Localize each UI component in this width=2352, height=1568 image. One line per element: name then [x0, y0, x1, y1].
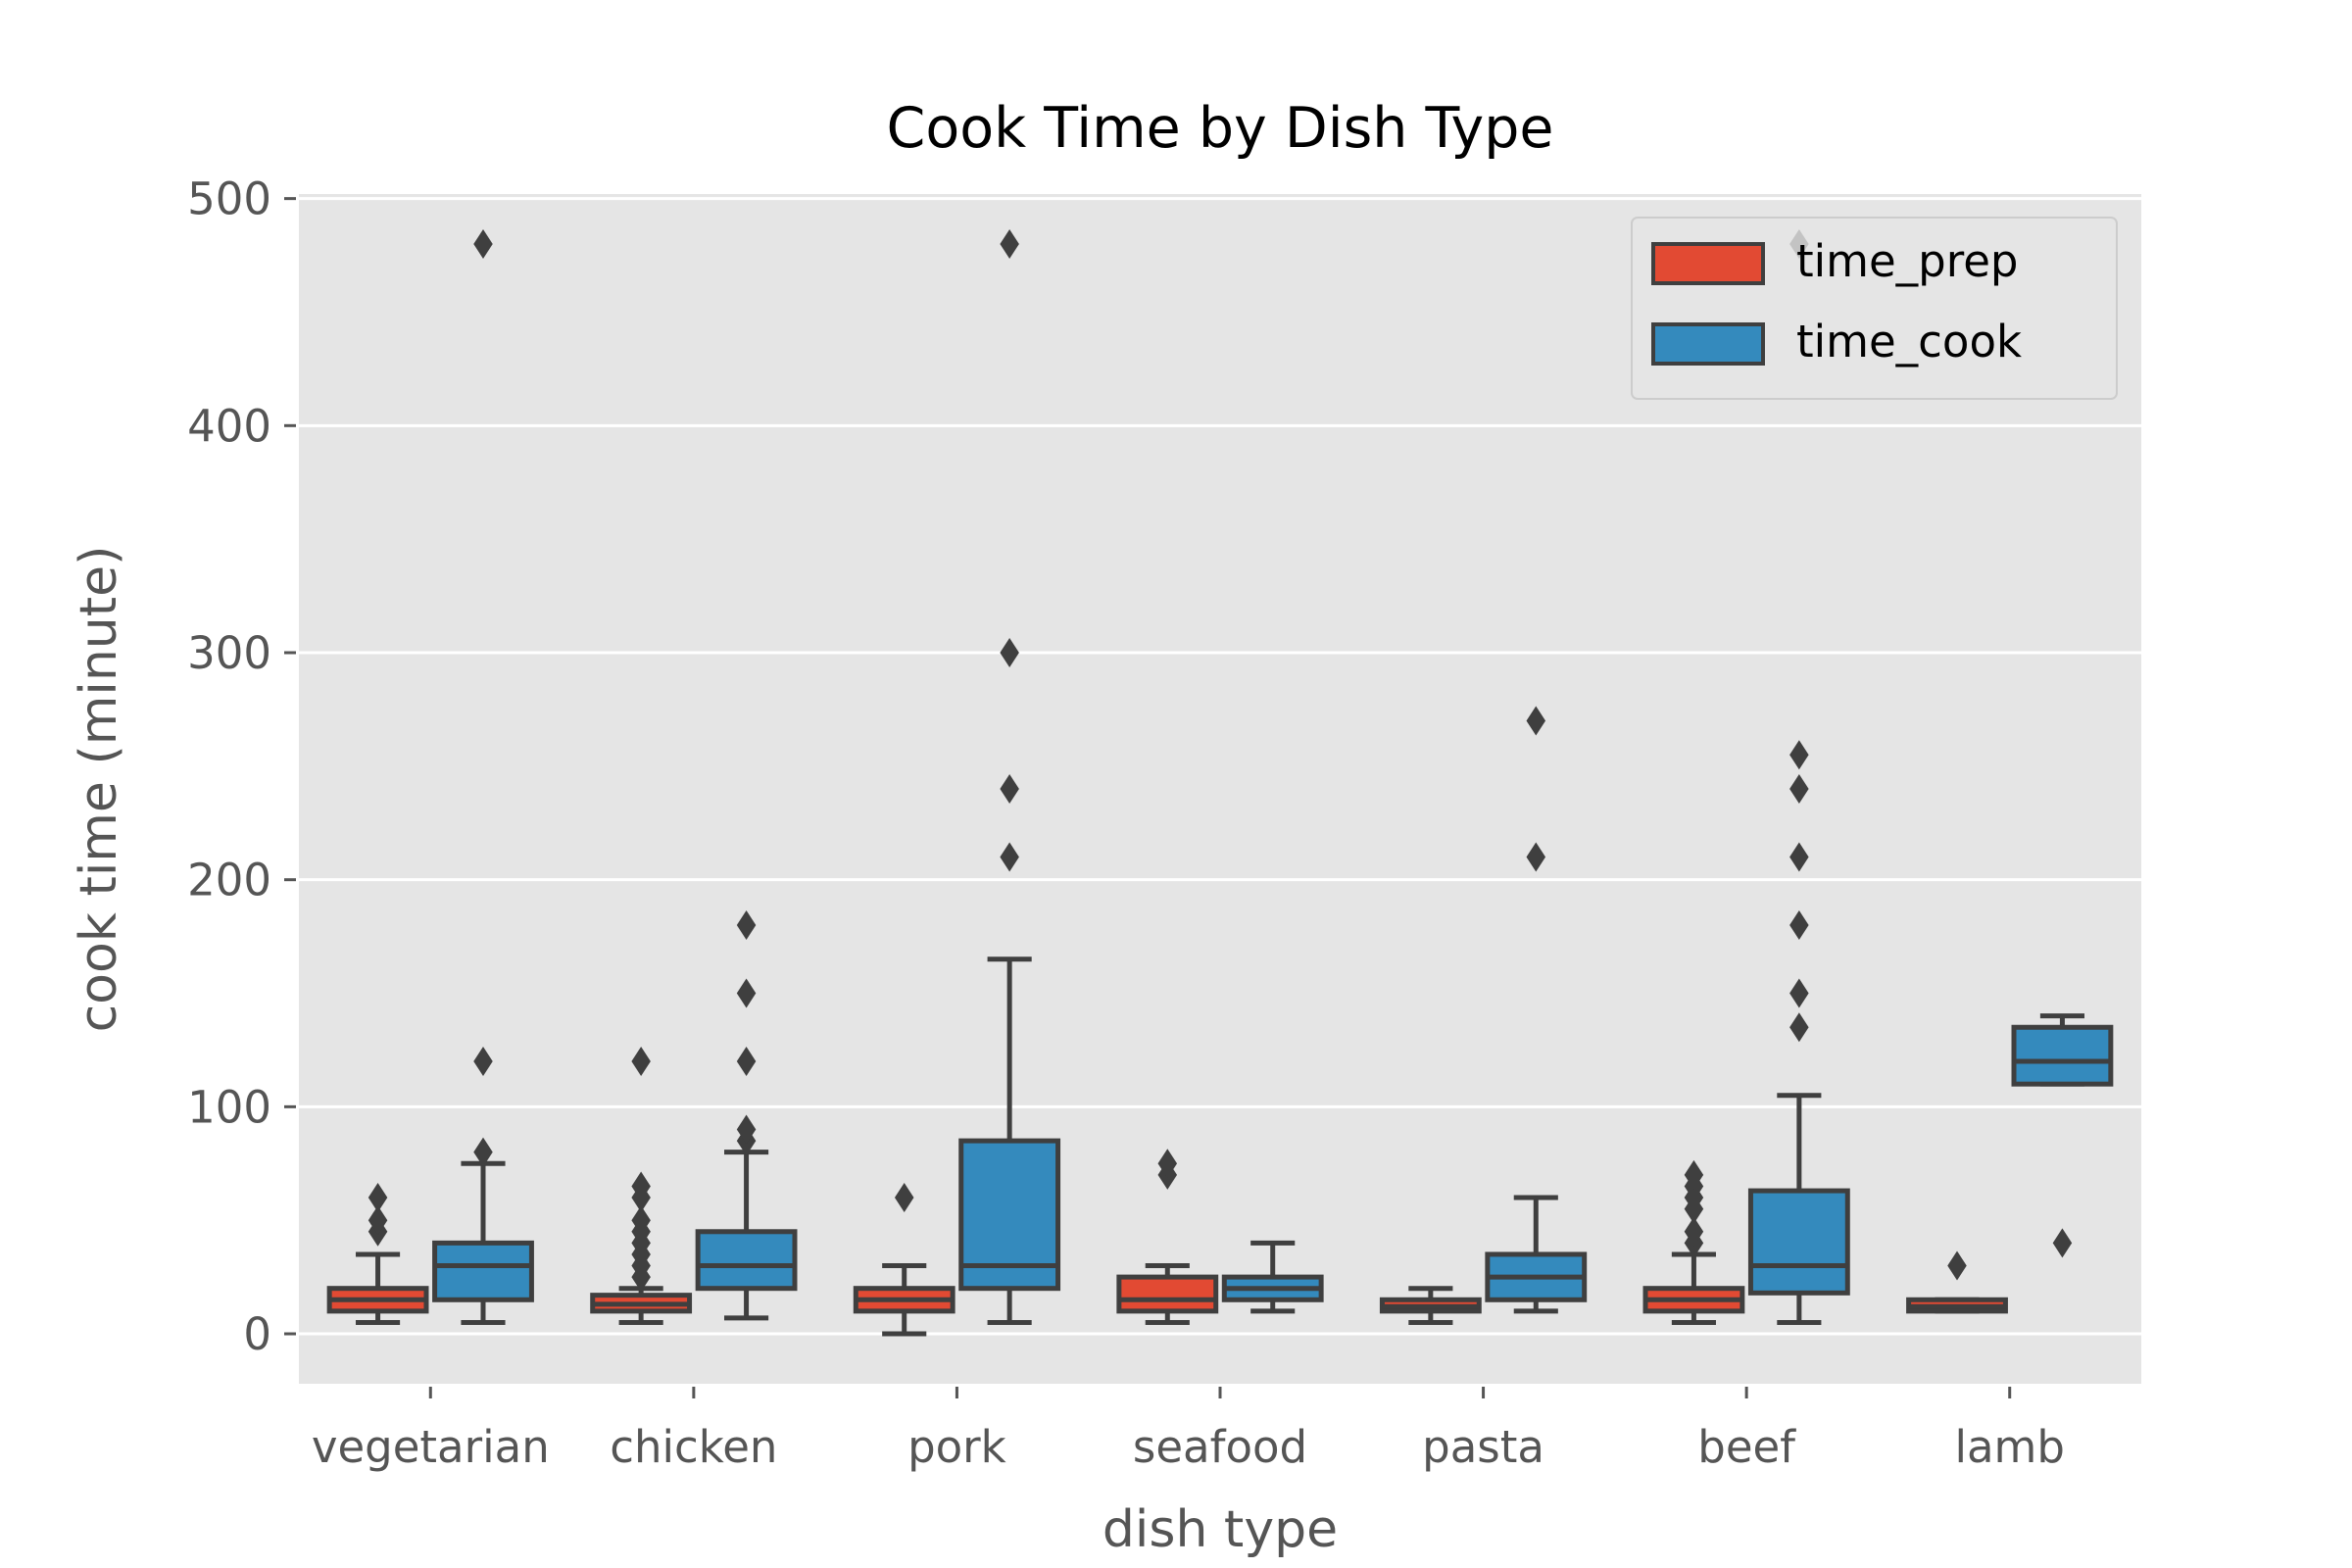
legend-label-time_cook: time_cook [1796, 316, 2022, 368]
y-tick-label: 100 [187, 1081, 271, 1133]
outlier-point [473, 1047, 493, 1077]
box-time_prep-pasta [1379, 1286, 1482, 1325]
box-time_prep-beef [1642, 1159, 1745, 1325]
y-tick-label: 500 [187, 173, 271, 225]
x-tick-label: pasta [1422, 1421, 1544, 1473]
x-tick-label: beef [1697, 1421, 1796, 1473]
outlier-point [1789, 978, 1809, 1008]
y-axis-ticks: 0 100 200 300 400 500 [187, 173, 296, 1360]
chart-title: Cook Time by Dish Type [887, 96, 1554, 161]
box-time_prep-vegetarian [326, 1183, 429, 1325]
legend-label-time_prep: time_prep [1796, 235, 2019, 287]
legend-swatch-time_cook [1651, 322, 1765, 366]
outlier-point [736, 910, 757, 941]
x-axis-label: dish type [1102, 1500, 1338, 1559]
outlier-point [1000, 228, 1019, 259]
y-tick-label: 200 [187, 855, 271, 906]
outlier-point [1000, 637, 1019, 667]
grid-lines [299, 197, 2141, 1336]
box-time_prep-pork [853, 1183, 956, 1337]
outlier-point [1789, 910, 1809, 941]
x-tick-label: vegetarian [312, 1421, 550, 1473]
box-time_cook-beef [1747, 228, 1850, 1325]
outlier-point [1947, 1250, 1967, 1281]
box-time_prep-lamb [1906, 1250, 2008, 1314]
x-tick-label: seafood [1133, 1421, 1307, 1473]
outlier-point [1526, 842, 1546, 872]
box-time_cook-seafood [1221, 1240, 1324, 1314]
outlier-point [1526, 706, 1546, 736]
outlier-point [368, 1183, 388, 1213]
x-tick-label: lamb [1954, 1421, 2064, 1473]
outlier-point [1684, 1216, 1704, 1247]
y-axis-label: cook time (minute) [70, 546, 128, 1033]
outlier-point [736, 1114, 757, 1145]
outlier-point [736, 978, 757, 1008]
outlier-point [1789, 1012, 1809, 1043]
box-time_cook-pork [958, 228, 1061, 1325]
outlier-point [473, 1137, 493, 1167]
outlier-point [368, 1205, 388, 1236]
outlier-point [1000, 774, 1019, 804]
outlier-point [631, 1171, 651, 1201]
outlier-point [1789, 842, 1809, 872]
outlier-point [473, 228, 493, 259]
outlier-point [736, 1047, 757, 1077]
box-iqr [2011, 1024, 2114, 1087]
x-axis-ticks: vegetarian chicken pork seafood pasta beef lam… [312, 1387, 2065, 1473]
box-series [326, 228, 2114, 1337]
x-tick-label: chicken [610, 1421, 777, 1473]
outlier-point [1789, 740, 1809, 770]
outlier-point [1789, 774, 1809, 804]
x-tick-label: pork [907, 1421, 1006, 1473]
y-tick-label: 300 [187, 627, 271, 679]
box-time_cook-chicken [695, 910, 798, 1321]
outlier-point [894, 1183, 914, 1213]
legend-swatch-time_prep [1651, 242, 1765, 285]
box-time_prep-seafood [1116, 1149, 1219, 1325]
outlier-point [2052, 1228, 2073, 1258]
y-tick-label: 0 [243, 1308, 271, 1360]
box-iqr [432, 1240, 534, 1302]
outlier-point [1684, 1159, 1704, 1190]
outlier-point [1157, 1149, 1178, 1179]
legend: time_prep time_cook [1631, 217, 2118, 400]
y-tick-label: 400 [187, 400, 271, 452]
outlier-point [631, 1047, 651, 1077]
box-time_cook-lamb [2011, 1013, 2114, 1258]
outlier-point [1000, 842, 1019, 872]
box-time_cook-vegetarian [432, 228, 534, 1325]
box-time_prep-chicken [590, 1047, 693, 1325]
box-iqr [1747, 1188, 1850, 1296]
box-iqr [695, 1229, 798, 1292]
outlier-point [631, 1205, 651, 1236]
box-iqr [1116, 1274, 1219, 1314]
box-time_cook-pasta [1485, 706, 1588, 1314]
